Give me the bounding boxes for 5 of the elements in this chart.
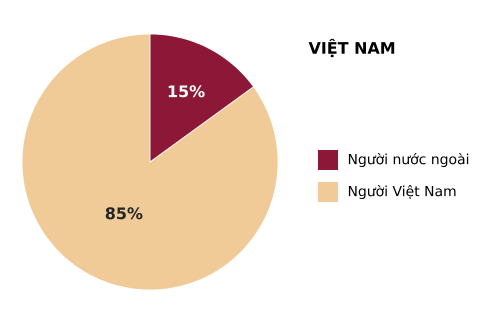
data-label: 85% bbox=[106, 207, 142, 220]
legend-label: Người nước ngoài bbox=[348, 152, 468, 168]
legend-label: Người Việt Nam bbox=[348, 184, 456, 200]
chart-title: VIỆT NAM bbox=[308, 38, 394, 58]
data-label: 15% bbox=[168, 85, 205, 98]
